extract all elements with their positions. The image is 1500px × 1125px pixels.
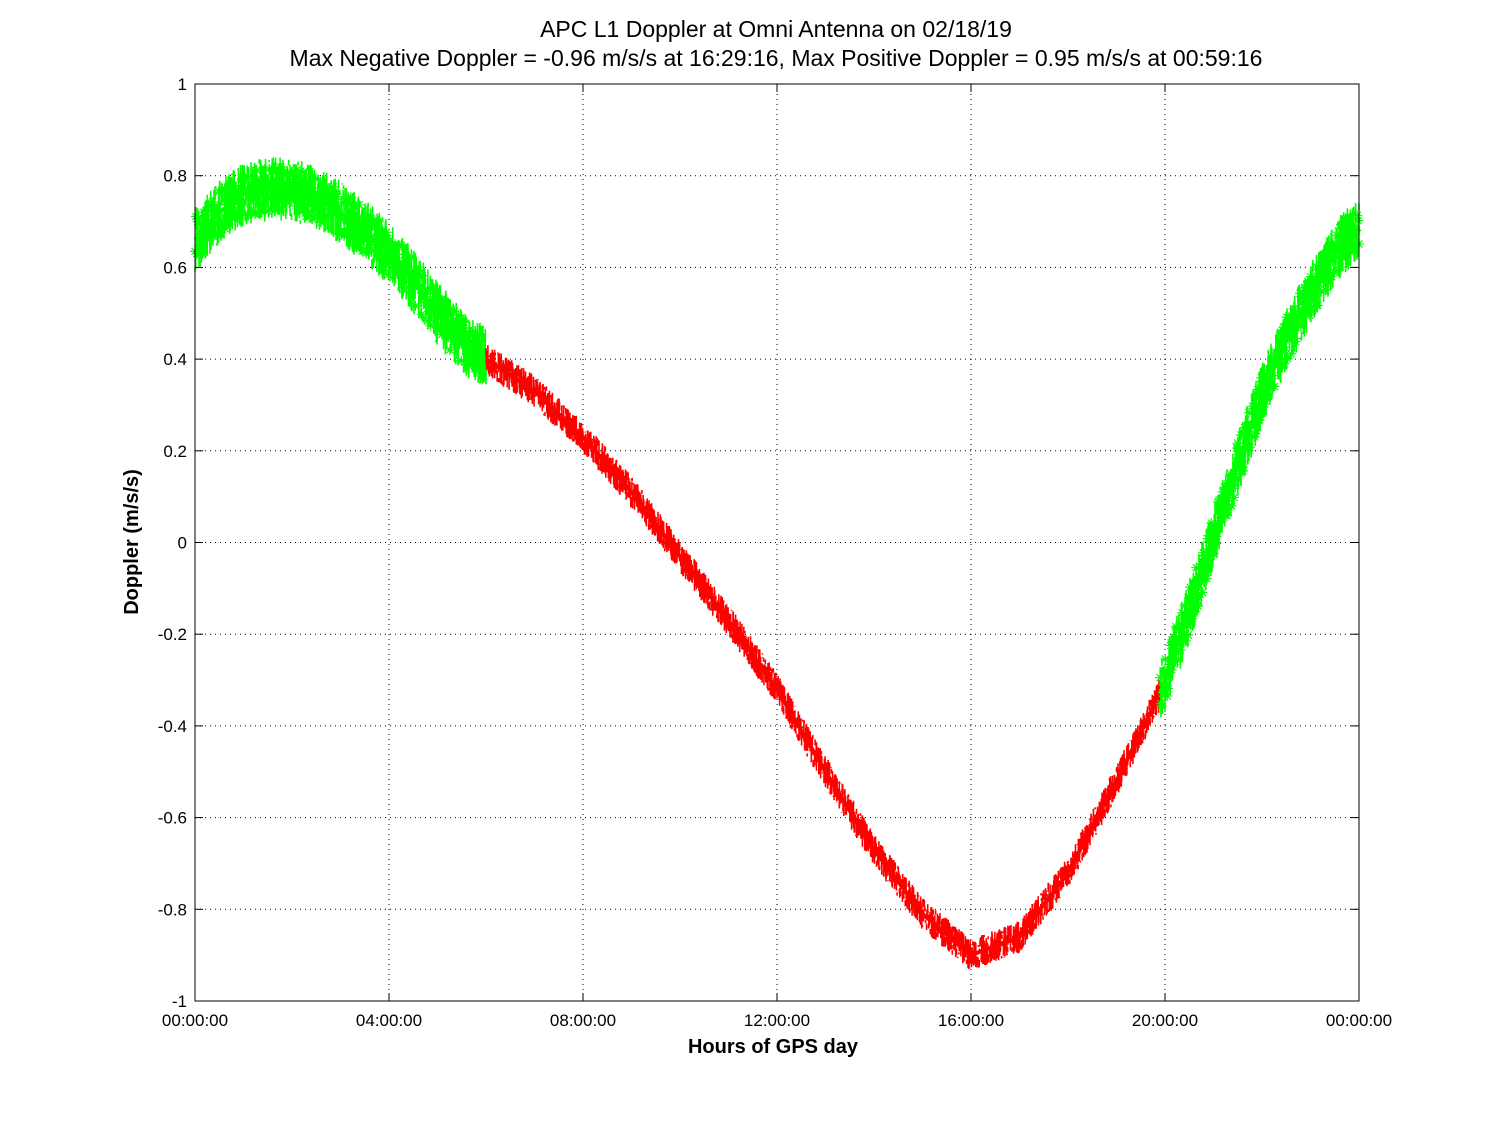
x-tick-label: 08:00:00 [550, 1011, 616, 1030]
x-axis-label: Hours of GPS day [688, 1036, 859, 1058]
y-tick-label: 0.4 [163, 350, 187, 369]
x-tick-label: 00:00:00 [162, 1011, 228, 1030]
y-tick-label: 0.2 [163, 442, 187, 461]
y-tick-label: -0.2 [158, 625, 187, 644]
series-2 [484, 345, 1162, 970]
x-tick-label: 20:00:00 [1132, 1011, 1198, 1030]
x-tick-label: 00:00:00 [1326, 1011, 1392, 1030]
data-series [190, 157, 1364, 970]
chart-subtitle: Max Negative Doppler = -0.96 m/s/s at 16… [290, 45, 1263, 71]
axis-ticks: 00:00:00 04:00:00 08:00:00 12:00:00 16:00:00… [158, 75, 1392, 1030]
y-tick-label: -0.6 [158, 809, 187, 828]
y-axis-label: Doppler (m/s/s) [121, 469, 143, 615]
x-tick-label: 12:00:00 [744, 1011, 810, 1030]
x-tick-label: 16:00:00 [938, 1011, 1004, 1030]
y-tick-label: -0.8 [158, 900, 187, 919]
series-noise [485, 345, 1161, 970]
chart-title: APC L1 Doppler at Omni Antenna on 02/18/… [540, 16, 1012, 42]
y-tick-label: -0.4 [158, 717, 187, 736]
y-tick-label: 0.8 [163, 167, 187, 186]
series-markers [1155, 210, 1364, 712]
y-tick-label: 0 [178, 534, 187, 553]
y-tick-label: -1 [172, 992, 187, 1011]
series-1 [190, 157, 491, 385]
grid [195, 84, 1359, 1001]
x-tick-label: 04:00:00 [356, 1011, 422, 1030]
y-tick-label: 0.6 [163, 258, 187, 277]
series-3 [1155, 203, 1364, 718]
y-tick-label: 1 [178, 75, 187, 94]
